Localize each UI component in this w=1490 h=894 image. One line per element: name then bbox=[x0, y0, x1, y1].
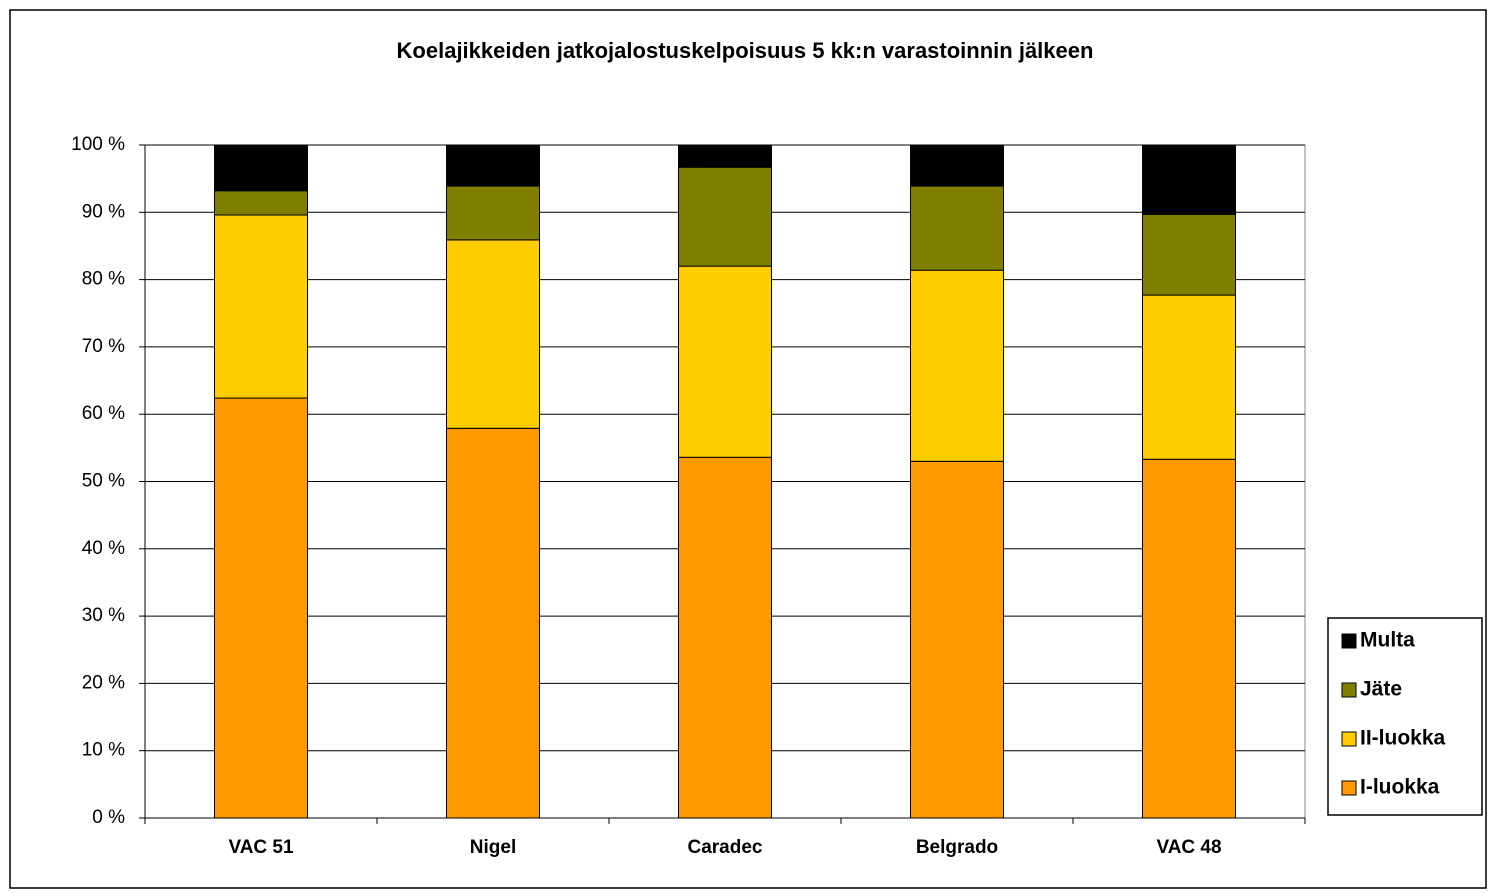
y-tick-label: 10 % bbox=[82, 740, 125, 761]
bar-segment bbox=[446, 427, 540, 819]
y-tick-label: 90 % bbox=[82, 201, 125, 222]
bar-segment bbox=[678, 265, 772, 458]
y-tick-label: 70 % bbox=[82, 336, 125, 357]
bar-segment bbox=[214, 190, 308, 216]
bar-segment bbox=[1142, 213, 1236, 296]
x-tick-label: VAC 48 bbox=[1156, 837, 1221, 858]
legend-swatch bbox=[1341, 682, 1357, 698]
bar-segment bbox=[910, 185, 1004, 271]
bar-segment bbox=[1142, 144, 1236, 215]
legend-swatch bbox=[1341, 731, 1357, 747]
legend-label: Multa bbox=[1360, 629, 1415, 652]
bar-segment bbox=[446, 239, 540, 429]
legend-swatch bbox=[1341, 633, 1357, 649]
y-tick-label: 20 % bbox=[82, 672, 125, 693]
bar-segment bbox=[1142, 294, 1236, 460]
y-tick-label: 40 % bbox=[82, 538, 125, 559]
y-tick-label: 0 % bbox=[92, 807, 125, 828]
bar-segment bbox=[214, 214, 308, 399]
y-tick-label: 30 % bbox=[82, 605, 125, 626]
y-tick-label: 80 % bbox=[82, 269, 125, 290]
bar-segment bbox=[678, 144, 772, 168]
x-tick-label: Belgrado bbox=[916, 837, 998, 858]
y-tick-label: 50 % bbox=[82, 471, 125, 492]
legend-swatch bbox=[1341, 780, 1357, 796]
bar-segment bbox=[910, 144, 1004, 187]
y-tick-label: 100 % bbox=[71, 134, 125, 155]
legend-label: Jäte bbox=[1360, 678, 1402, 701]
bar-segment bbox=[910, 269, 1004, 462]
x-tick-label: Nigel bbox=[470, 837, 516, 858]
legend-label: II-luokka bbox=[1360, 727, 1446, 750]
bar-segment bbox=[910, 460, 1004, 819]
bar-segment bbox=[214, 144, 308, 192]
bar-segment bbox=[446, 185, 540, 241]
x-tick-label: VAC 51 bbox=[228, 837, 294, 858]
bar-segment bbox=[678, 166, 772, 267]
bar-segment bbox=[678, 456, 772, 819]
y-tick-label: 60 % bbox=[82, 403, 125, 424]
legend-label: I-luokka bbox=[1360, 776, 1440, 799]
x-tick-label: Caradec bbox=[688, 837, 763, 858]
bar-segment bbox=[1142, 458, 1236, 819]
chart-title: Koelajikkeiden jatkojalostuskelpoisuus 5… bbox=[397, 38, 1094, 63]
bar-segment bbox=[214, 397, 308, 819]
bar-segment bbox=[446, 144, 540, 187]
